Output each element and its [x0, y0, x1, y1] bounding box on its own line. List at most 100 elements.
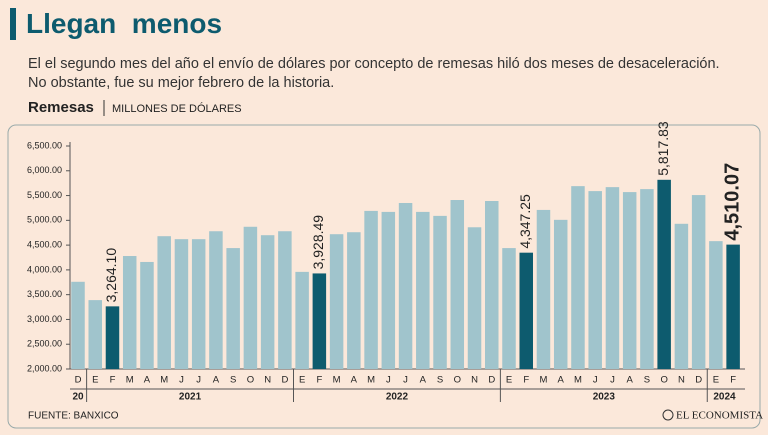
x-tick-label: M: [574, 375, 582, 386]
value-label: 3,928.49: [310, 215, 326, 270]
y-tick-label: 3,000.00: [27, 314, 62, 324]
bar: [71, 281, 85, 369]
x-tick-label: D: [488, 375, 495, 386]
bar: [157, 236, 171, 369]
x-tick-label: J: [610, 375, 615, 386]
bar: [329, 234, 344, 369]
bar: [622, 192, 637, 369]
bar: [640, 189, 654, 369]
source: FUENTE: BANXICO: [28, 411, 119, 422]
bar: [691, 195, 706, 369]
x-tick-label: F: [316, 375, 322, 386]
x-tick-label: O: [454, 375, 461, 386]
y-tick-label: 4,500.00: [27, 239, 62, 249]
bar: [347, 232, 361, 369]
x-tick-label: J: [196, 375, 201, 386]
logo-icon: [662, 409, 674, 421]
bar: [209, 231, 223, 369]
y-tick-label: 5,500.00: [27, 190, 62, 200]
bar: [519, 252, 533, 369]
bar: [88, 300, 102, 369]
bar: [381, 211, 396, 369]
x-group-label: 2023: [593, 392, 616, 403]
bar: [226, 248, 240, 369]
bar: [295, 271, 309, 369]
x-tick-label: A: [420, 375, 427, 386]
x-tick-label: M: [540, 375, 548, 386]
bar: [571, 186, 585, 369]
bar: [416, 211, 430, 369]
x-tick-label: A: [351, 375, 358, 386]
value-label: 4,347.25: [517, 194, 533, 249]
x-tick-label: A: [627, 375, 634, 386]
panel: [7, 124, 761, 429]
subtitle: El el segundo mes del año el envío de dó…: [28, 56, 720, 91]
x-tick-label: J: [403, 375, 408, 386]
y-tick-label: 2,000.00: [27, 363, 62, 373]
x-group-label: 2024: [713, 392, 736, 403]
x-tick-label: A: [213, 375, 220, 386]
bar: [657, 179, 671, 369]
bar: [467, 227, 482, 369]
bar: [243, 226, 258, 369]
bar: [502, 248, 516, 369]
x-tick-label: D: [695, 375, 702, 386]
x-tick-label: E: [92, 375, 98, 386]
bar: [433, 215, 447, 369]
bar: [588, 191, 602, 369]
x-tick-label: M: [367, 375, 375, 386]
bar: [726, 244, 740, 369]
x-tick-label: E: [299, 375, 305, 386]
value-label: 3,264.10: [103, 248, 119, 303]
x-tick-label: J: [179, 375, 184, 386]
x-tick-label: D: [75, 375, 82, 386]
bar: [605, 187, 620, 369]
x-tick-label: A: [144, 375, 151, 386]
bar: [278, 231, 292, 369]
bar: [364, 210, 378, 369]
x-tick-label: S: [644, 375, 650, 386]
x-tick-label: F: [730, 375, 736, 386]
x-tick-label: N: [471, 375, 478, 386]
x-tick-label: F: [110, 375, 116, 386]
y-tick-label: 6,000.00: [27, 165, 62, 175]
x-tick-label: D: [281, 375, 288, 386]
value-label: 4,510.07: [721, 163, 743, 241]
y-tick-label: 6,500.00: [27, 140, 62, 150]
x-tick-label: S: [437, 375, 443, 386]
bar: [485, 201, 499, 369]
x-tick-label: O: [247, 375, 254, 386]
y-tick-label: 2,500.00: [27, 339, 62, 349]
x-group-label: 2021: [179, 392, 202, 403]
y-unit: MILLONES DE DÓLARES: [112, 102, 242, 115]
title: Llegan menos: [10, 8, 222, 40]
bar: [398, 202, 413, 369]
bar: [709, 241, 723, 369]
bar: [450, 200, 465, 369]
bar: [140, 261, 154, 369]
y-tick-label: 3,500.00: [27, 289, 62, 299]
x-tick-label: A: [558, 375, 565, 386]
bar: [260, 235, 275, 369]
bar: [536, 209, 551, 369]
x-tick-label: M: [160, 375, 168, 386]
x-tick-label: F: [523, 375, 529, 386]
x-tick-label: J: [593, 375, 598, 386]
x-group-label: 2022: [386, 392, 409, 403]
bar: [553, 219, 568, 369]
x-tick-label: M: [333, 375, 341, 386]
bar: [312, 273, 327, 369]
y-tick-label: 5,000.00: [27, 215, 62, 225]
x-tick-label: O: [660, 375, 667, 386]
bar: [122, 256, 137, 369]
y-tick-label: 4,000.00: [27, 264, 62, 274]
bar: [674, 223, 689, 369]
x-tick-label: E: [506, 375, 512, 386]
bar: [174, 239, 189, 369]
bar: [191, 239, 206, 369]
x-tick-label: M: [126, 375, 134, 386]
x-tick-label: N: [678, 375, 685, 386]
value-label: 5,817.83: [655, 121, 671, 176]
